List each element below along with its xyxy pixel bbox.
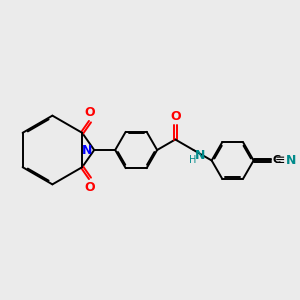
Text: H: H bbox=[189, 155, 197, 165]
Text: O: O bbox=[85, 181, 95, 194]
Text: N: N bbox=[82, 143, 92, 157]
Text: O: O bbox=[85, 106, 95, 119]
Text: N: N bbox=[194, 149, 205, 162]
Text: O: O bbox=[170, 110, 181, 123]
Text: ≡: ≡ bbox=[274, 154, 285, 167]
Text: C: C bbox=[272, 155, 281, 166]
Text: N: N bbox=[286, 154, 296, 167]
